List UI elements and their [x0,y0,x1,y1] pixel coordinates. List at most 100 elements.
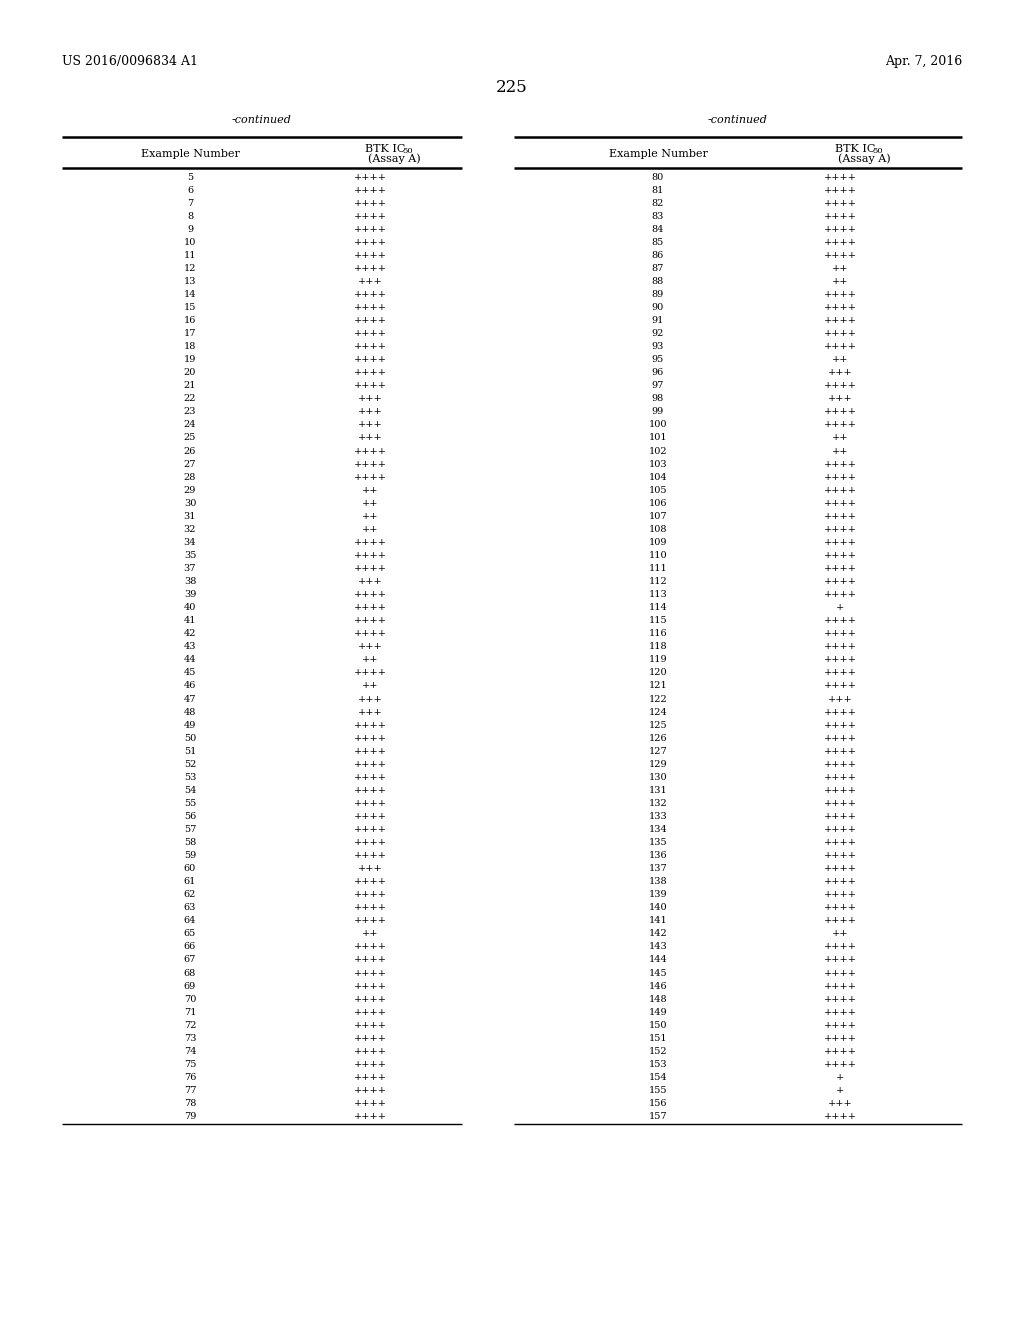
Text: +++: +++ [827,1100,852,1107]
Text: 97: 97 [652,381,665,391]
Text: 66: 66 [184,942,197,952]
Text: 13: 13 [183,277,197,286]
Text: 124: 124 [648,708,668,717]
Text: ++++: ++++ [823,903,856,912]
Text: 16: 16 [184,315,197,325]
Text: 90: 90 [652,304,665,312]
Text: 102: 102 [648,446,668,455]
Text: ++++: ++++ [823,173,856,181]
Text: 29: 29 [184,486,197,495]
Text: 81: 81 [652,186,665,194]
Text: 50: 50 [402,147,413,154]
Text: ++++: ++++ [823,1007,856,1016]
Text: ++++: ++++ [823,329,856,338]
Text: ++++: ++++ [353,812,386,821]
Text: 65: 65 [184,929,197,939]
Text: ++++: ++++ [353,381,386,391]
Text: ++++: ++++ [353,982,386,990]
Text: 150: 150 [649,1020,668,1030]
Text: 61: 61 [184,878,197,886]
Text: 37: 37 [183,564,197,573]
Text: ++++: ++++ [823,982,856,990]
Text: 112: 112 [648,577,668,586]
Text: ++++: ++++ [823,550,856,560]
Text: ++++: ++++ [823,198,856,207]
Text: 119: 119 [648,655,668,664]
Text: 70: 70 [184,995,197,1003]
Text: 148: 148 [648,995,668,1003]
Text: 54: 54 [184,785,197,795]
Text: 27: 27 [183,459,197,469]
Text: 22: 22 [183,395,197,404]
Text: ++: ++ [361,512,378,521]
Text: ++++: ++++ [823,421,856,429]
Text: 8: 8 [187,211,194,220]
Text: 78: 78 [184,1100,197,1107]
Text: -continued: -continued [708,115,768,125]
Text: 49: 49 [184,721,197,730]
Text: ++++: ++++ [353,747,386,755]
Text: ++++: ++++ [823,851,856,861]
Text: 48: 48 [184,708,197,717]
Text: 137: 137 [648,865,668,873]
Text: ++++: ++++ [353,890,386,899]
Text: ++++: ++++ [353,186,386,194]
Text: ++++: ++++ [353,173,386,181]
Text: 108: 108 [649,525,668,533]
Text: ++++: ++++ [823,1060,856,1069]
Text: ++++: ++++ [353,1060,386,1069]
Text: ++++: ++++ [353,446,386,455]
Text: 38: 38 [184,577,197,586]
Text: +++: +++ [357,421,382,429]
Text: 118: 118 [648,643,668,651]
Text: 58: 58 [184,838,197,847]
Text: 107: 107 [648,512,668,521]
Text: ++++: ++++ [823,799,856,808]
Text: 42: 42 [183,630,197,639]
Text: 131: 131 [648,785,668,795]
Text: 11: 11 [183,251,197,260]
Text: 105: 105 [649,486,668,495]
Text: +: + [836,603,844,612]
Text: 5: 5 [187,173,194,181]
Text: 24: 24 [183,421,197,429]
Text: BTK IC: BTK IC [365,144,406,154]
Text: 56: 56 [184,812,197,821]
Text: 59: 59 [184,851,197,861]
Text: 156: 156 [649,1100,668,1107]
Text: 132: 132 [648,799,668,808]
Text: +++: +++ [357,694,382,704]
Text: ++++: ++++ [823,681,856,690]
Text: ++++: ++++ [823,381,856,391]
Text: 77: 77 [183,1086,197,1096]
Text: ++++: ++++ [823,590,856,599]
Text: ++++: ++++ [353,342,386,351]
Text: 51: 51 [184,747,197,755]
Text: ++++: ++++ [823,342,856,351]
Text: ++++: ++++ [353,238,386,247]
Text: ++++: ++++ [353,1073,386,1082]
Text: 44: 44 [183,655,197,664]
Text: ++++: ++++ [823,238,856,247]
Text: ++++: ++++ [823,564,856,573]
Text: ++++: ++++ [353,734,386,743]
Text: (Assay A): (Assay A) [838,153,891,164]
Text: 76: 76 [184,1073,197,1082]
Text: 113: 113 [648,590,668,599]
Text: (Assay A): (Assay A) [368,153,421,164]
Text: ++++: ++++ [823,969,856,978]
Text: ++++: ++++ [823,1111,856,1121]
Text: ++++: ++++ [353,211,386,220]
Text: ++++: ++++ [353,851,386,861]
Text: ++++: ++++ [353,721,386,730]
Text: 50: 50 [184,734,197,743]
Text: 52: 52 [184,760,197,768]
Text: ++: ++ [361,681,378,690]
Text: 93: 93 [652,342,665,351]
Text: ++++: ++++ [353,1020,386,1030]
Text: ++++: ++++ [823,512,856,521]
Text: ++: ++ [831,264,848,273]
Text: ++++: ++++ [823,486,856,495]
Text: 57: 57 [184,825,197,834]
Text: ++++: ++++ [823,838,856,847]
